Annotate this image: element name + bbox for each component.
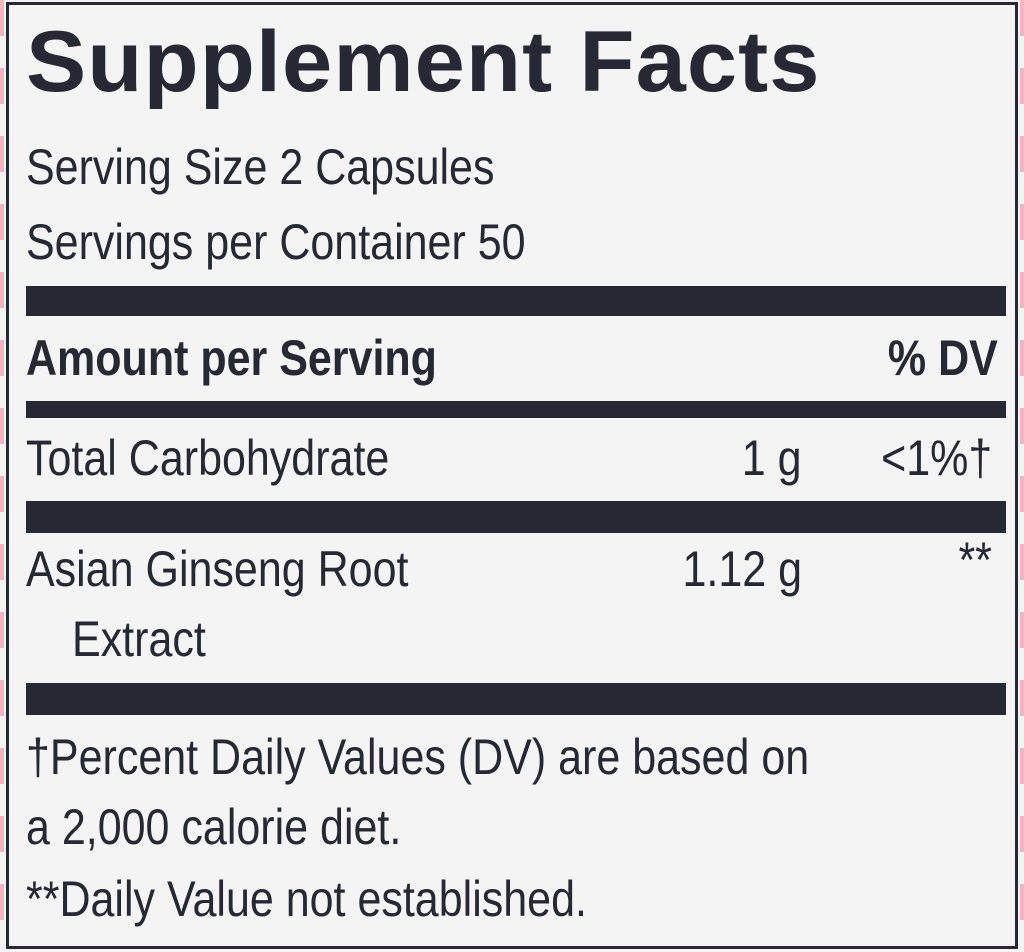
footnote-dv-basis: †Percent Daily Values (DV) are based on bbox=[26, 729, 810, 785]
thick-divider-top bbox=[26, 286, 1006, 316]
nutrient-name-continued: Extract bbox=[72, 611, 206, 667]
panel-title: Supplement Facts bbox=[26, 14, 821, 110]
panel-border-top bbox=[6, 2, 1018, 5]
thick-divider-bottom bbox=[26, 683, 1006, 715]
nutrient-name: Total Carbohydrate bbox=[26, 430, 390, 486]
row-divider bbox=[26, 501, 1006, 533]
nutrient-dv: ** bbox=[958, 532, 992, 588]
footnote-calorie-diet: a 2,000 calorie diet. bbox=[26, 799, 402, 855]
percent-dv-heading: % DV bbox=[888, 330, 998, 386]
panel-border-right bbox=[1015, 2, 1018, 949]
panel-border-bottom bbox=[6, 946, 1018, 949]
serving-size: Serving Size 2 Capsules bbox=[26, 139, 495, 195]
header-divider bbox=[26, 401, 1006, 418]
left-cut-marks bbox=[0, 0, 4, 952]
nutrient-amount: 1.12 g bbox=[682, 541, 802, 597]
amount-per-serving-heading: Amount per Serving bbox=[26, 330, 437, 386]
footnote-dv-not-established: **Daily Value not established. bbox=[26, 871, 587, 927]
nutrient-dv: <1%† bbox=[880, 430, 992, 486]
nutrient-amount: 1 g bbox=[742, 430, 802, 486]
nutrient-name: Asian Ginseng Root bbox=[26, 541, 409, 597]
servings-per-container: Servings per Container 50 bbox=[26, 214, 526, 270]
panel-border-left bbox=[6, 2, 9, 949]
right-cut-marks bbox=[1020, 0, 1024, 952]
